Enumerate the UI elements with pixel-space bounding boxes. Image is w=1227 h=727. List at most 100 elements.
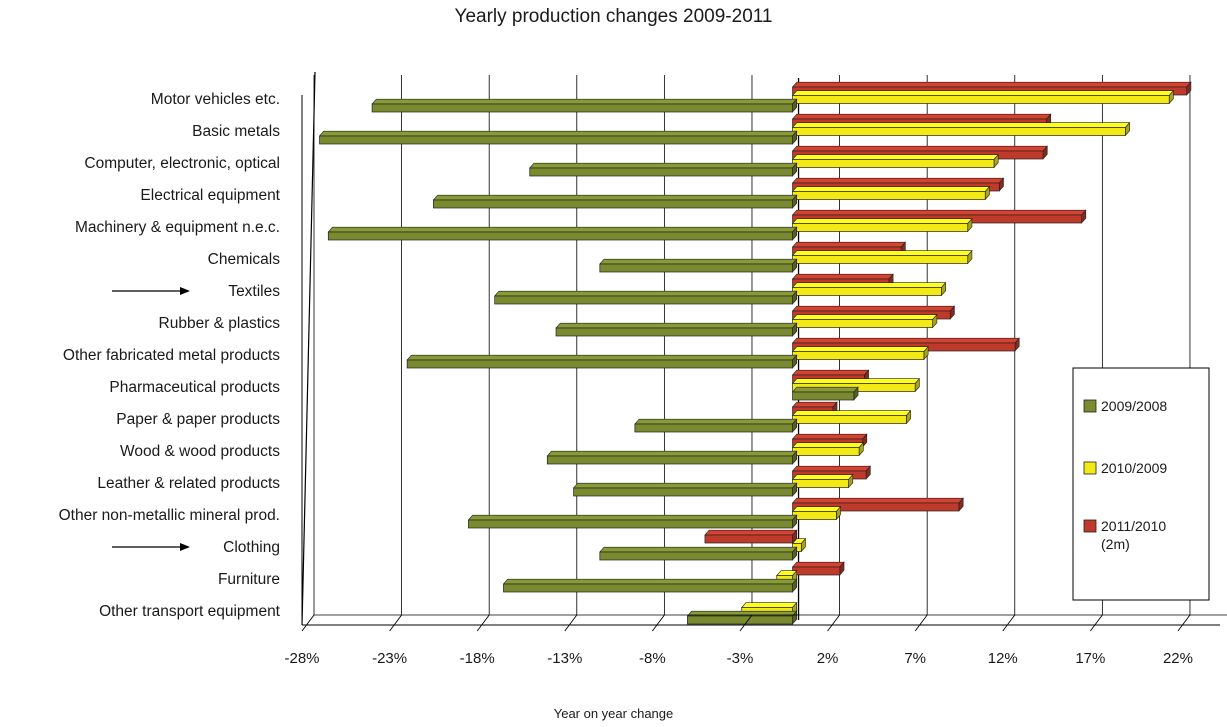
bar-2010-2009 bbox=[791, 345, 929, 361]
bar-front-face bbox=[792, 502, 960, 512]
bar-front-face bbox=[792, 479, 849, 488]
bar-2009-2008 bbox=[555, 322, 798, 337]
x-tick-label: 2% bbox=[817, 650, 839, 667]
bar-2011-2010 bbox=[704, 529, 798, 544]
category-label: Textiles bbox=[228, 283, 280, 300]
bar-top-face bbox=[791, 186, 991, 192]
bar-top-face bbox=[467, 514, 798, 521]
bar-front-face bbox=[792, 351, 925, 360]
x-tick-label: -28% bbox=[284, 650, 319, 667]
bar-2010-2009 bbox=[791, 281, 947, 297]
bar-2010-2009 bbox=[791, 185, 991, 201]
bar-top-face bbox=[791, 177, 1005, 184]
bar-top-face bbox=[432, 194, 798, 201]
category-label: Motor vehicles etc. bbox=[151, 91, 280, 108]
bar-top-face bbox=[371, 98, 798, 105]
category-label: Clothing bbox=[223, 539, 280, 556]
bar-top-face bbox=[494, 290, 798, 297]
bar-2009-2008 bbox=[791, 386, 859, 401]
category-label: Leather & related products bbox=[97, 475, 280, 492]
x-tick-label: -8% bbox=[639, 650, 666, 667]
bar-front-face bbox=[327, 231, 793, 241]
bar-front-face bbox=[494, 295, 793, 305]
bar-front-face bbox=[555, 327, 793, 337]
bar-front-face bbox=[792, 127, 1126, 136]
bar-front-face bbox=[792, 287, 942, 296]
bar-top-face bbox=[791, 122, 1131, 128]
bar-front-face bbox=[599, 551, 793, 561]
category-labels: Motor vehicles etc. Basic metals Computer,… bbox=[59, 91, 281, 620]
bar-2011-2010 bbox=[791, 561, 845, 576]
bar-top-face bbox=[791, 386, 859, 393]
bar-2010-2009 bbox=[791, 217, 973, 233]
bar-top-face bbox=[791, 337, 1020, 344]
bar-2009-2008 bbox=[327, 226, 798, 241]
legend-label: (2m) bbox=[1101, 536, 1130, 552]
x-tick-label: 22% bbox=[1163, 650, 1193, 667]
x-tick-mark bbox=[1002, 614, 1016, 632]
bar-top-face bbox=[791, 497, 964, 504]
bar-front-face bbox=[792, 566, 841, 576]
legend-label: 2010/2009 bbox=[1101, 460, 1167, 476]
category-label: Other transport equipment bbox=[99, 603, 281, 620]
bar-front-face bbox=[371, 103, 793, 113]
category-label: Basic metals bbox=[192, 123, 280, 140]
bar-front-face bbox=[792, 391, 855, 401]
bar-top-face bbox=[791, 442, 864, 448]
bar-front-face bbox=[792, 415, 907, 424]
bar-front-face bbox=[468, 519, 793, 529]
bar-2009-2008 bbox=[686, 610, 798, 625]
bar-2009-2008 bbox=[546, 450, 798, 465]
bar-top-face bbox=[791, 314, 938, 320]
chart-title: Yearly production changes 2009-2011 bbox=[454, 6, 773, 27]
highlight-arrows bbox=[112, 287, 190, 551]
bar-top-face bbox=[791, 209, 1087, 216]
arrow-head bbox=[180, 543, 190, 551]
bar-front-face bbox=[792, 191, 986, 200]
bar-front-face bbox=[792, 159, 995, 168]
legend: 2009/2008 2010/2009 2011/2010 (2m) bbox=[1072, 367, 1210, 601]
arrow-head bbox=[180, 287, 190, 295]
bar-top-face bbox=[599, 546, 798, 553]
bar-front-face bbox=[319, 135, 793, 145]
bar-top-face bbox=[791, 346, 929, 352]
x-tick-mark bbox=[914, 614, 928, 632]
bar-front-face bbox=[529, 167, 793, 177]
bar-2009-2008 bbox=[634, 418, 798, 433]
category-label: Machinery & equipment n.e.c. bbox=[75, 219, 280, 236]
bar-front-face bbox=[792, 447, 860, 456]
x-tick-label: -3% bbox=[727, 650, 754, 667]
category-label: Pharmaceutical products bbox=[109, 379, 280, 396]
category-label: Wood & wood products bbox=[120, 443, 280, 460]
bar-top-face bbox=[791, 401, 838, 408]
bar-top-face bbox=[327, 226, 798, 233]
bar-2010-2009 bbox=[791, 121, 1131, 137]
bar-2010-2009 bbox=[791, 89, 1175, 105]
bar-2009-2008 bbox=[406, 354, 798, 369]
bar-top-face bbox=[546, 450, 798, 457]
x-tick-mark bbox=[1090, 614, 1103, 632]
x-tick-label: -18% bbox=[460, 650, 495, 667]
x-axis bbox=[301, 614, 1227, 632]
bar-top-face bbox=[555, 322, 798, 329]
bar-front-face bbox=[433, 199, 793, 209]
x-tick-mark bbox=[739, 614, 753, 632]
x-tick-label: -23% bbox=[372, 650, 407, 667]
bar-2010-2009 bbox=[791, 441, 864, 457]
category-label: Other non-metallic mineral prod. bbox=[59, 507, 280, 524]
bar-top-face bbox=[791, 305, 956, 312]
bar-top-face bbox=[791, 145, 1048, 152]
bar-top-face bbox=[791, 369, 870, 376]
bar-2009-2008 bbox=[572, 482, 798, 497]
bar-front-face bbox=[503, 583, 793, 593]
bar-top-face bbox=[741, 602, 798, 608]
category-label: Other fabricated metal products bbox=[63, 347, 280, 364]
x-tick-mark bbox=[1177, 614, 1191, 632]
bar-front-face bbox=[792, 255, 969, 264]
x-tick-mark bbox=[389, 614, 402, 632]
x-tick-label: 12% bbox=[988, 650, 1018, 667]
x-tick-mark bbox=[652, 614, 665, 632]
x-tick-mark bbox=[301, 614, 315, 632]
x-tick-label: 7% bbox=[904, 650, 926, 667]
bar-2009-2008 bbox=[599, 546, 798, 561]
